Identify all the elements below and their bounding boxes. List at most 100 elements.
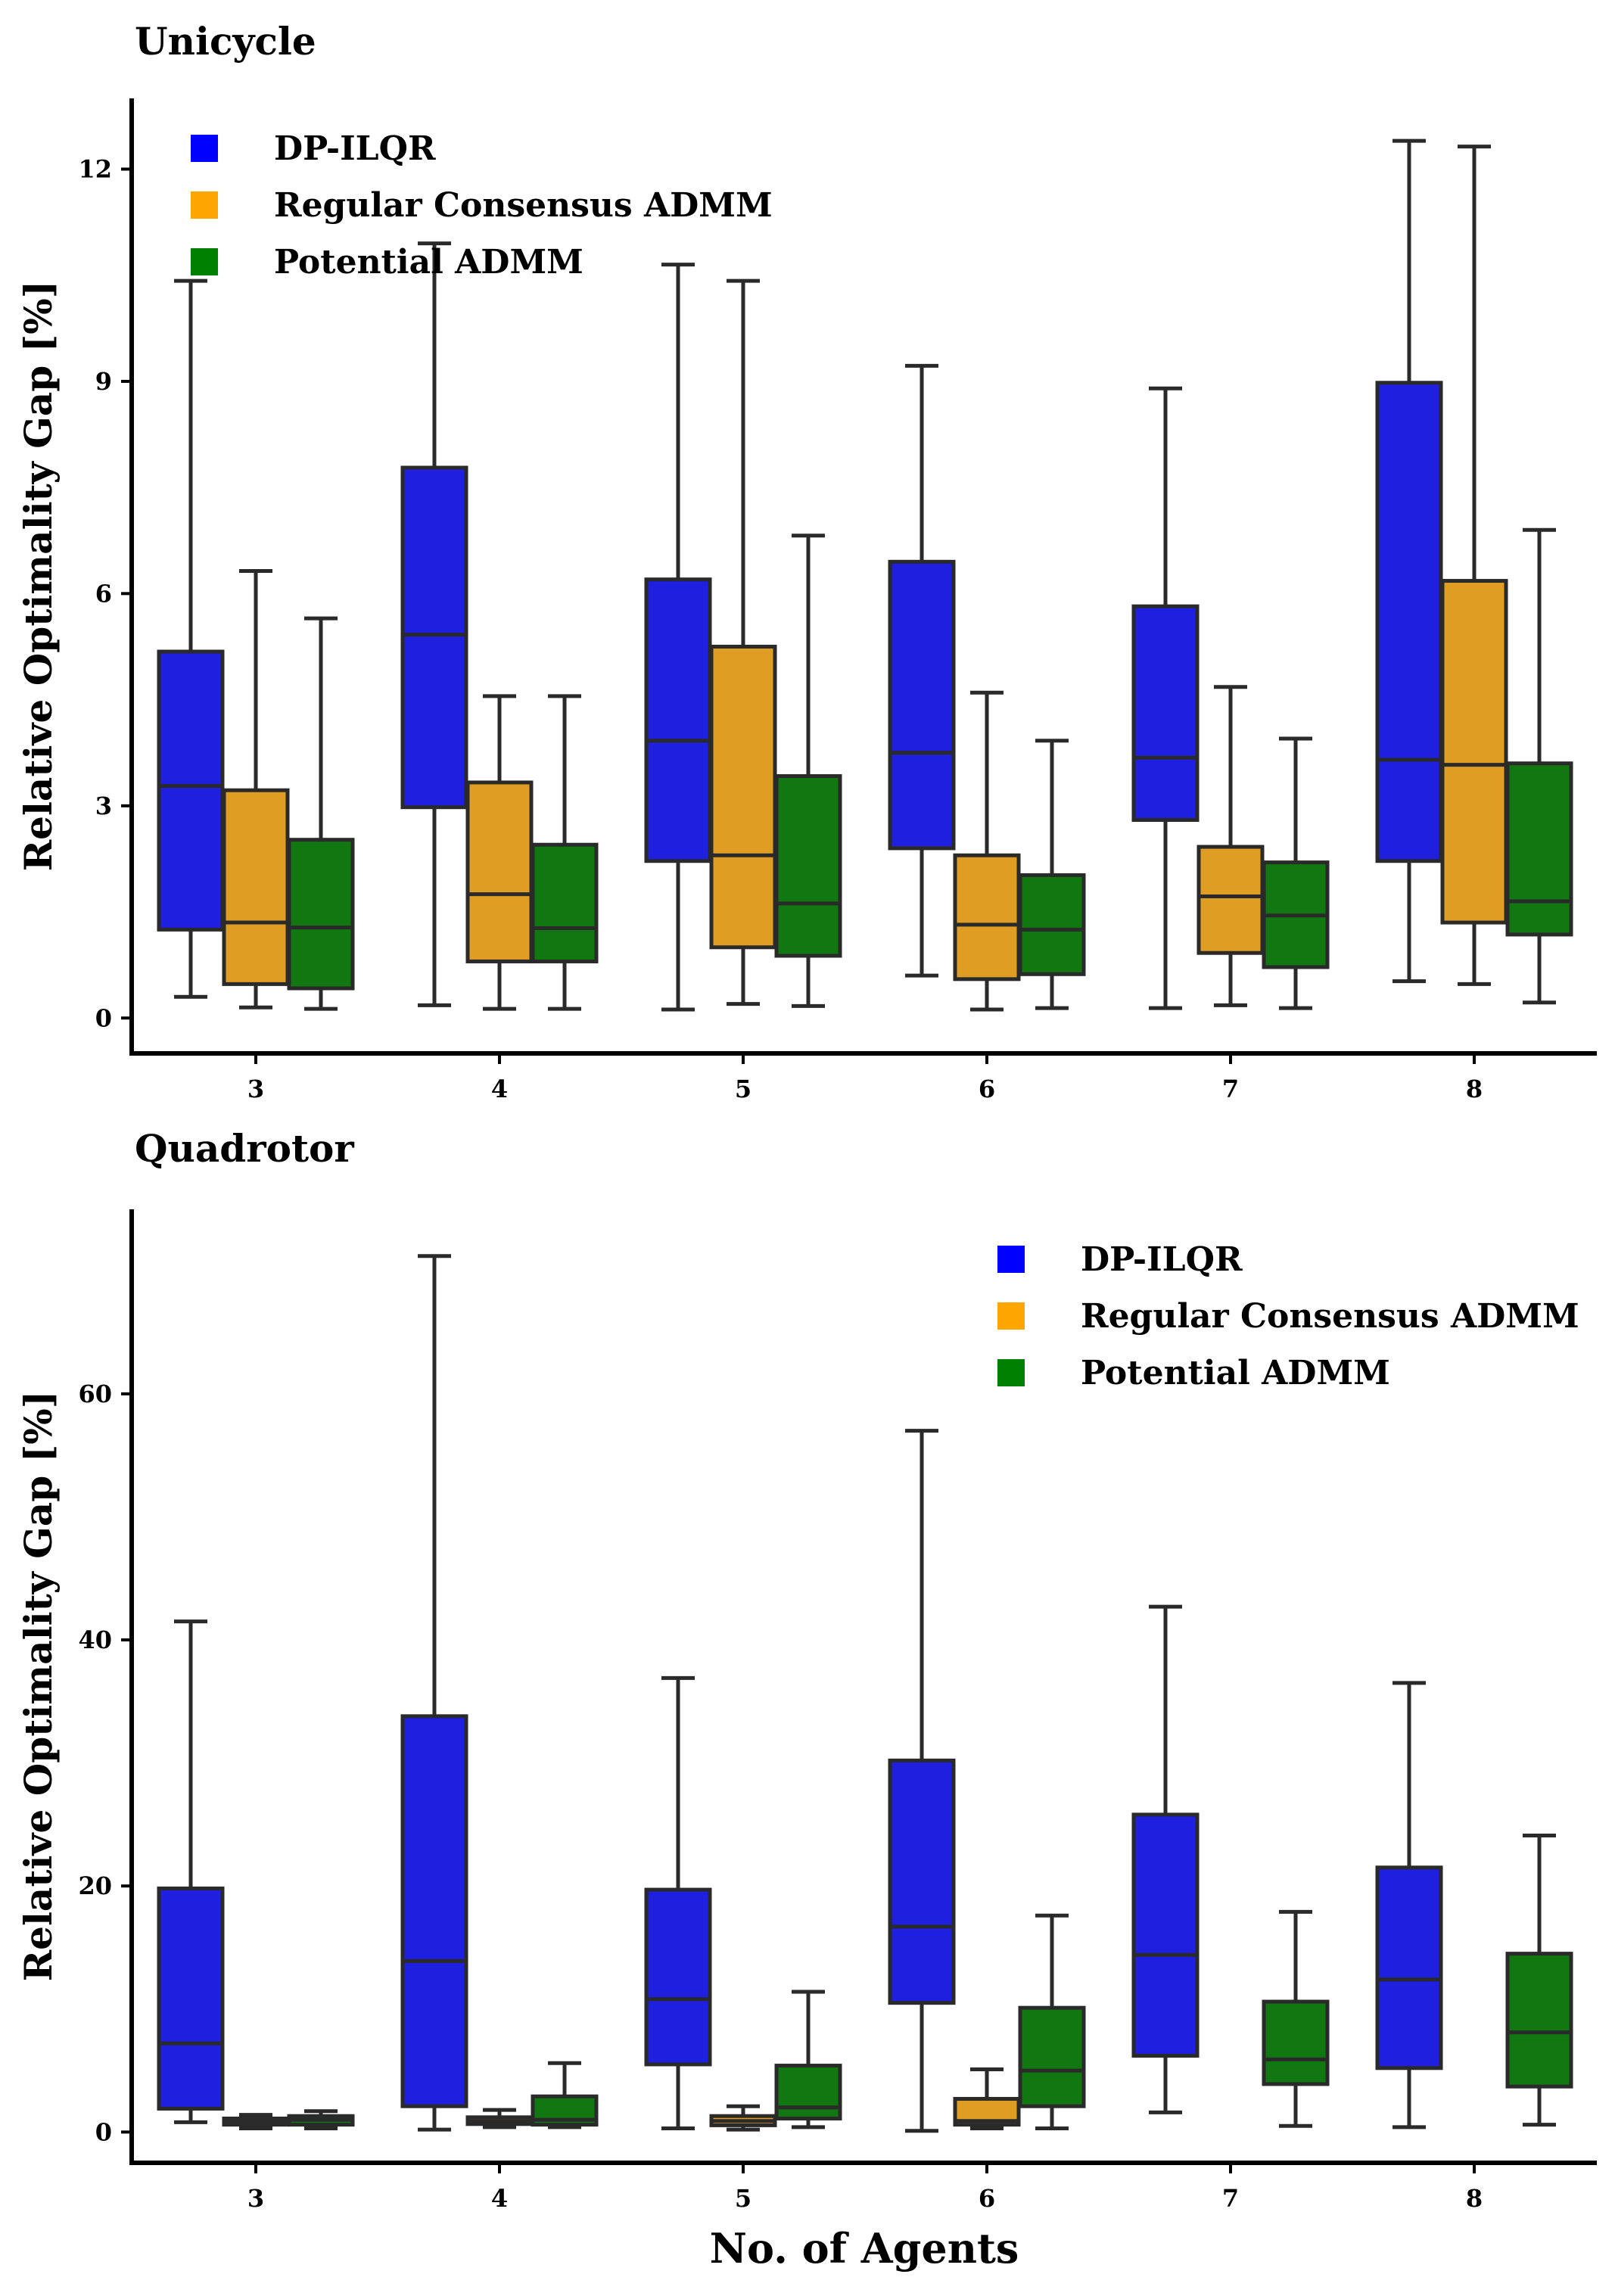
box-regular-consensus-admm-3 — [222, 568, 290, 1010]
quadrotor-panel: Quadrotor 0 20 40 60 3 4 5 6 7 8 Relative Optimalit… — [16, 1126, 1597, 2273]
iqr-box — [1375, 1865, 1443, 2070]
box-potential-admm-6 — [1018, 739, 1086, 1010]
iqr-box — [222, 788, 290, 986]
x-axis-label: No. of Agents — [710, 2224, 1019, 2273]
iqr-box — [774, 2064, 842, 2120]
box-regular-consensus-admm-6 — [953, 690, 1021, 1012]
panel-title: Unicycle — [135, 19, 316, 64]
iqr-box — [953, 853, 1021, 982]
box-dp-ilqr-5 — [644, 1675, 712, 2130]
legend-label: DP-ILQR — [274, 129, 436, 168]
box-potential-admm-3 — [287, 2109, 355, 2130]
box-regular-consensus-admm-3 — [222, 2113, 290, 2130]
iqr-box — [774, 774, 842, 958]
y-tick-label: 40 — [78, 1626, 112, 1654]
x-tick-label: 6 — [979, 2184, 995, 2213]
x-tick-label: 5 — [735, 1075, 751, 1103]
panel-title: Quadrotor — [135, 1126, 354, 1171]
x-tick-label: 4 — [491, 1075, 508, 1103]
iqr-box — [644, 1887, 712, 2067]
iqr-box — [157, 1886, 225, 2111]
box-potential-admm-4 — [531, 2061, 599, 2130]
box-potential-admm-5 — [774, 1990, 842, 2130]
box-potential-admm-6 — [1018, 1913, 1086, 2130]
box-regular-consensus-admm-4 — [465, 694, 534, 1011]
legend-swatch — [191, 248, 218, 275]
iqr-box — [157, 649, 225, 932]
iqr-box — [709, 644, 777, 950]
legend-swatch — [191, 191, 218, 219]
box-potential-admm-8 — [1505, 527, 1573, 1005]
x-tick-label: 4 — [491, 2184, 508, 2213]
iqr-box — [888, 1758, 956, 2005]
y-tick-label: 9 — [95, 367, 112, 396]
box-regular-consensus-admm-8 — [1440, 145, 1508, 986]
box-regular-consensus-admm-7 — [1196, 685, 1265, 1007]
box-dp-ilqr-5 — [644, 263, 712, 1012]
y-tick-label: 0 — [95, 2117, 112, 2146]
iqr-box — [888, 559, 956, 851]
legend-label: Potential ADMM — [1081, 1354, 1390, 1392]
box-dp-ilqr-7 — [1131, 1604, 1200, 2114]
x-tick-label: 8 — [1466, 1075, 1483, 1103]
box-potential-admm-3 — [287, 616, 355, 1011]
legend-swatch — [997, 1302, 1025, 1330]
y-tick-label: 12 — [78, 154, 112, 183]
legend-swatch — [191, 135, 218, 162]
box-dp-ilqr-6 — [888, 1429, 956, 2133]
box-dp-ilqr-6 — [888, 363, 956, 978]
iqr-box — [1131, 604, 1200, 823]
box-potential-admm-8 — [1505, 1834, 1573, 2127]
y-tick-label: 0 — [95, 1003, 112, 1032]
x-tick-label: 3 — [247, 2184, 264, 2213]
iqr-box — [531, 842, 599, 963]
box-dp-ilqr-7 — [1131, 386, 1200, 1010]
iqr-box — [1375, 381, 1443, 863]
box-potential-admm-4 — [531, 694, 599, 1011]
iqr-box — [1196, 845, 1265, 955]
iqr-box — [1505, 761, 1573, 937]
x-tick-label: 7 — [1222, 1075, 1239, 1103]
legend-swatch — [997, 1246, 1025, 1273]
iqr-box — [400, 465, 468, 810]
box-dp-ilqr-3 — [157, 278, 225, 999]
box-potential-admm-5 — [774, 534, 842, 1008]
legend-label: Regular Consensus ADMM — [1081, 1297, 1579, 1336]
iqr-box — [1262, 1999, 1330, 2086]
box-regular-consensus-admm-5 — [709, 2104, 777, 2132]
iqr-box — [1018, 873, 1086, 976]
y-axis-label: Relative Optimality Gap [%] — [16, 1391, 61, 1982]
box-dp-ilqr-8 — [1375, 138, 1443, 984]
legend-label: DP-ILQR — [1081, 1240, 1243, 1279]
iqr-box — [1131, 1812, 1200, 2058]
x-tick-label: 3 — [247, 1075, 264, 1103]
iqr-box — [1018, 2005, 1086, 2108]
x-tick-label: 8 — [1466, 2184, 1483, 2213]
y-axis-label: Relative Optimality Gap [%] — [16, 281, 61, 872]
iqr-box — [1440, 579, 1508, 925]
iqr-box — [465, 780, 534, 963]
box-dp-ilqr-4 — [400, 241, 468, 1007]
box-potential-admm-7 — [1262, 736, 1330, 1010]
box-regular-consensus-admm-5 — [709, 278, 777, 1006]
legend-label: Potential ADMM — [274, 243, 583, 282]
box-dp-ilqr-4 — [400, 1254, 468, 2132]
legend-swatch — [997, 1359, 1025, 1386]
box-potential-admm-7 — [1262, 1909, 1330, 2128]
iqr-box — [1505, 1952, 1573, 2089]
box-regular-consensus-admm-6 — [953, 2067, 1021, 2130]
y-tick-label: 20 — [78, 1871, 112, 1900]
box-dp-ilqr-3 — [157, 1619, 225, 2124]
legend-label: Regular Consensus ADMM — [274, 186, 773, 225]
y-tick-label: 3 — [95, 792, 112, 820]
x-tick-label: 6 — [979, 1075, 995, 1103]
iqr-box — [644, 577, 712, 863]
box-dp-ilqr-8 — [1375, 1681, 1443, 2130]
iqr-box — [287, 838, 355, 991]
y-tick-label: 6 — [95, 579, 112, 608]
x-tick-label: 5 — [735, 2184, 751, 2213]
iqr-box — [400, 1714, 468, 2108]
y-tick-label: 60 — [78, 1380, 112, 1408]
unicycle-panel: Unicycle 0 3 6 9 12 3 4 5 6 7 8 Relative Optimality … — [16, 19, 1597, 1103]
